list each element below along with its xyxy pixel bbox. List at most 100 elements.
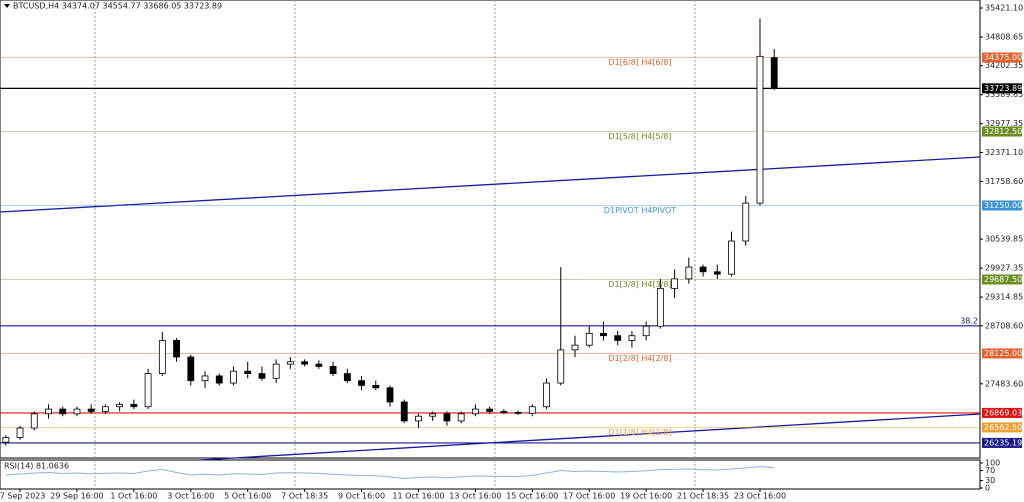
candle-body [116,403,124,408]
x-tick-label: 5 Oct 16:00 [224,492,271,501]
price-tag-label: 26235.19 [984,438,1022,447]
price-tag [982,407,1022,418]
y-tick-label: 34808.65 [985,32,1023,41]
chart-header: BTCUSD,H4 34374.07 34554.77 33686.05 337… [13,2,222,11]
y-tick-label: 27483.60 [985,379,1023,388]
candle-body [628,335,636,341]
candle-body [73,408,81,415]
price-tag-label: 33723.89 [984,84,1022,93]
level-name: D1[1/8] H4[1/8] [608,428,671,437]
candle-body [471,408,479,415]
level-name: D1[6/8] H4[6/8] [608,58,671,67]
candle-body [258,373,266,379]
price-tag-label: 31250.00 [984,201,1022,210]
level-name: D1[2/8] H4[2/8] [608,354,671,363]
candle-body [500,411,508,413]
rsi-tick-label: 100 [985,459,1000,468]
candle-body [329,366,337,374]
x-tick-label: 9 Oct 16:00 [338,492,385,501]
x-tick-label: 11 Oct 16:00 [392,492,444,501]
candle-body [358,380,365,386]
y-tick-label: 32371.10 [985,148,1023,157]
candle-body [87,408,95,412]
x-tick-label: 21 Oct 18:35 [677,492,729,501]
candle-body [756,55,764,204]
y-tick-label: 28708.60 [985,321,1023,330]
rsi-panel [0,459,981,490]
candle-body [656,287,664,327]
candle-body [486,408,494,412]
candle-body [514,412,522,414]
rsi-title: RSI(14) 81.0636 [4,462,69,471]
candle-body [315,363,323,367]
candle-body [45,408,52,415]
candle-body [301,361,309,365]
y-tick-label: 33589.85 [985,90,1023,99]
candle-body [2,437,10,443]
candle-body [187,356,195,382]
candle-body [244,370,252,374]
price-tag-label: 32812.50 [984,127,1022,136]
x-tick-label: 7 Oct 18:35 [281,492,328,501]
candle-body [272,363,280,379]
price-tag [982,52,1022,63]
candle-body [16,427,24,438]
level-name: D1[3/8] H4[3/8] [608,280,671,289]
candle-body [372,385,380,389]
candle-body [59,408,67,415]
rsi-tick-label: 30 [985,476,995,485]
level-name: 38.2 [960,316,978,325]
candle-body [443,413,451,422]
candle-body [343,373,351,382]
rsi-tick-label: 0 [985,484,990,493]
price-tag-label: 26869.03 [984,408,1022,417]
candle-body [201,375,209,382]
rsi-line [5,465,775,480]
candle-body [685,266,693,280]
y-tick-label: 32977.35 [985,119,1023,128]
price-tag-label: 29687.50 [984,275,1022,284]
candle-body [158,340,166,374]
candle-body [457,413,465,422]
price-tag-label: 34375.00 [984,53,1022,62]
candle-body [386,387,394,403]
candle-body [173,340,180,358]
x-tick-label: 27 Sep 2023 [0,492,45,501]
x-tick-label: 29 Sep 16:00 [50,492,103,501]
price-tag-label: 28125.00 [984,349,1022,358]
candle-body [102,406,109,412]
vertical-grid [94,0,696,489]
candle-body [614,335,622,341]
x-tick-label: 19 Oct 16:00 [620,492,672,501]
y-tick-label: 29314.85 [985,293,1023,302]
price-tag [982,126,1022,137]
level-name: D1PIVOT H4PIVOT [604,206,676,215]
price-tag [982,200,1022,211]
price-tag [982,83,1022,94]
candle-body [528,406,536,414]
candle-body [543,382,550,408]
y-tick-label: 29927.35 [985,264,1023,273]
menu-arrow[interactable] [4,4,10,8]
candle-body [215,375,223,384]
y-tick-label: 34202.35 [985,61,1023,70]
x-tick-label: 13 Oct 16:00 [449,492,501,501]
candle-body [671,278,679,289]
main-panel [0,0,981,459]
x-tick-label: 17 Oct 16:00 [563,492,615,501]
x-tick-label: 15 Oct 16:00 [506,492,558,501]
candle-body [770,57,778,89]
candle-body [230,370,237,384]
x-tick-label: 3 Oct 16:00 [167,492,214,501]
y-tick-label: 31758.60 [985,177,1023,186]
candle-body [713,271,721,275]
price-tag [982,422,1022,433]
x-tick-label: 1 Oct 16:00 [110,492,157,501]
y-tick-label: 35421.10 [985,3,1023,12]
x-tick-label: 23 Oct 16:00 [734,492,786,501]
candle-body [642,325,650,337]
candle-body [30,413,38,429]
candle-body [571,344,579,351]
candle-body [742,202,750,242]
